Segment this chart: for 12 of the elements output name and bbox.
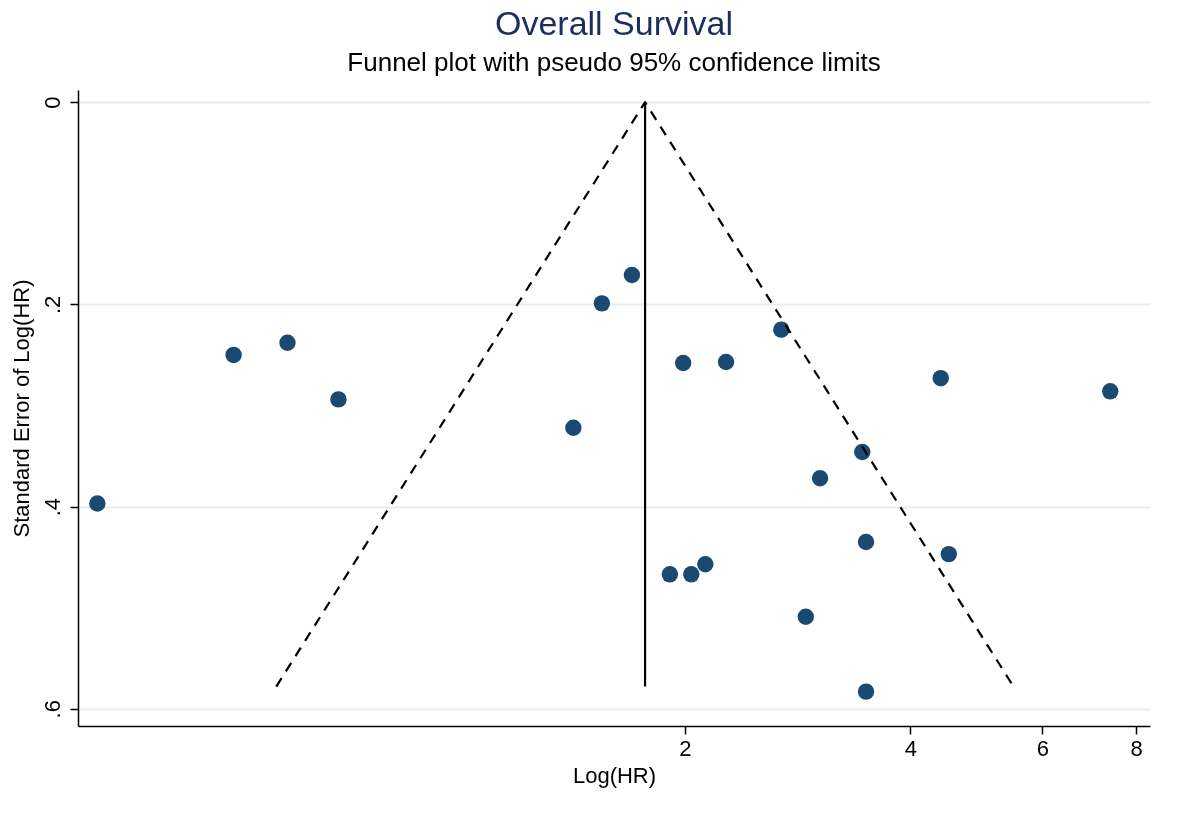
x-tick-label: 6 (1036, 735, 1050, 761)
chart-title: Overall Survival (494, 4, 734, 42)
x-tick-label: 8 (1130, 735, 1143, 761)
y-tick-label: .4 (39, 497, 65, 517)
y-axis-title: Standard Error of Log(HR) (8, 279, 34, 538)
y-tick-label: .6 (39, 700, 65, 719)
x-axis-title: Log(HR) (572, 762, 657, 788)
x-tick-label: 2 (679, 735, 692, 761)
x-tick-label: 4 (904, 735, 918, 761)
y-tick-label: .2 (39, 295, 65, 315)
chart-subtitle: Funnel plot with pseudo 95% confidence limits (347, 47, 881, 77)
y-tick-label: 0 (39, 96, 65, 109)
